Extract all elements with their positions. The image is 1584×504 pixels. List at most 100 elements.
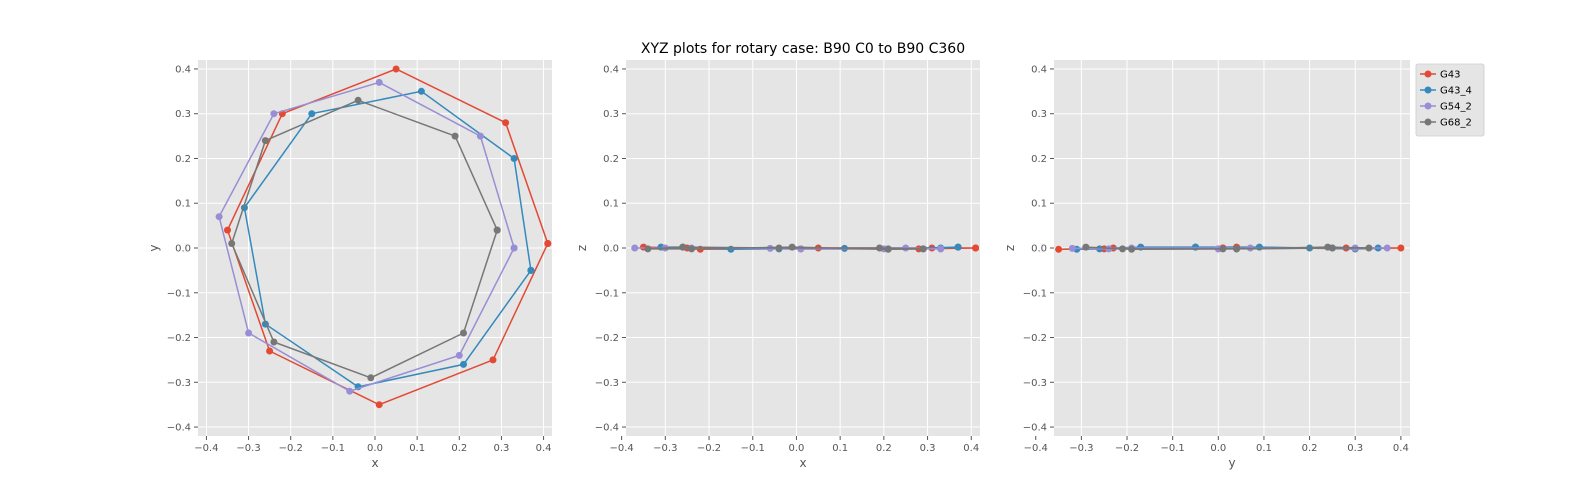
- x-tick-label: −0.4: [194, 443, 218, 454]
- data-point: [460, 360, 467, 368]
- data-point: [245, 329, 253, 337]
- data-point: [354, 96, 362, 104]
- x-tick-label: −0.4: [1024, 443, 1048, 454]
- legend-entry: G54_2: [1420, 102, 1472, 113]
- x-axis-label: x: [371, 456, 378, 470]
- data-point: [1119, 245, 1126, 253]
- x-tick-label: −0.1: [741, 443, 765, 454]
- data-point: [1128, 245, 1136, 253]
- y-tick-label: 0.4: [1031, 64, 1047, 75]
- data-point: [266, 347, 274, 355]
- y-tick-label: −0.1: [595, 288, 619, 299]
- data-point: [346, 387, 354, 395]
- data-point: [1397, 244, 1405, 252]
- legend-entry: G43_4: [1420, 86, 1472, 97]
- x-tick-label: 0.0: [788, 443, 804, 454]
- subplot-xy: −0.4 −0.3 −0.2 −0.1 0.0 0.1 0.2 0.3 0.4 −0.4 −0.3 −…: [147, 60, 552, 470]
- data-point: [876, 244, 883, 252]
- x-tick-label: −0.1: [1161, 443, 1185, 454]
- y-tick-label: −0.3: [167, 378, 191, 389]
- data-point: [631, 244, 639, 252]
- legend-marker: [1424, 118, 1432, 126]
- x-tick-label: 0.2: [876, 443, 892, 454]
- legend-label: G54_2: [1440, 102, 1472, 113]
- series-g68-2: [228, 96, 501, 382]
- legend-marker: [1424, 70, 1432, 78]
- legend-label: G43_4: [1440, 86, 1472, 97]
- x-tick-label: −0.3: [653, 443, 677, 454]
- data-point: [1233, 245, 1241, 253]
- x-tick-label: 0.4: [963, 443, 979, 454]
- x-tick-label: 0.0: [1210, 443, 1226, 454]
- x-tick-label: −0.3: [236, 443, 260, 454]
- y-tick-label: 0.2: [1031, 154, 1047, 165]
- legend: G43 G43_4 G54_2 G68_2: [1415, 63, 1485, 137]
- data-point: [954, 243, 962, 251]
- legend-label: G68_2: [1440, 118, 1472, 129]
- data-point: [1383, 244, 1391, 252]
- y-tick-label: −0.4: [167, 423, 191, 434]
- x-tick-label: −0.4: [609, 443, 633, 454]
- data-point: [228, 240, 236, 247]
- y-tick-label: −0.4: [1023, 423, 1047, 434]
- x-axis-label: x: [799, 456, 806, 470]
- data-point: [1255, 243, 1263, 251]
- series-g54-2: [215, 78, 518, 395]
- data-point: [270, 338, 278, 346]
- legend-marker: [1424, 102, 1432, 110]
- data-point: [476, 132, 484, 140]
- y-tick-label: −0.2: [1023, 333, 1047, 344]
- y-tick-label: 0.1: [175, 199, 191, 210]
- series-g68-2: [1082, 243, 1373, 253]
- y-tick-label: 0.0: [175, 244, 191, 255]
- y-tick-label: 0.0: [603, 244, 619, 255]
- data-point: [367, 374, 375, 382]
- x-tick-label: 0.1: [832, 443, 848, 454]
- legend-entry: G68_2: [1420, 118, 1472, 129]
- data-point: [644, 245, 652, 253]
- y-tick-label: 0.0: [1031, 244, 1047, 255]
- series-g68-2: [644, 243, 927, 253]
- data-point: [972, 244, 980, 252]
- series-g43: [224, 65, 552, 409]
- y-tick-label: −0.2: [167, 333, 191, 344]
- data-point: [527, 266, 535, 274]
- data-point: [375, 401, 383, 409]
- data-point: [1365, 244, 1373, 252]
- y-tick-label: −0.3: [595, 378, 619, 389]
- data-point: [392, 65, 400, 73]
- y-tick-label: 0.3: [175, 109, 191, 120]
- x-tick-label: −0.2: [697, 443, 721, 454]
- chart-title: XYZ plots for rotary case: B90 C0 to B90…: [641, 41, 965, 57]
- x-tick-label: 0.3: [1347, 443, 1363, 454]
- data-point: [502, 119, 510, 127]
- x-tick-label: −0.1: [321, 443, 345, 454]
- data-point: [937, 245, 945, 253]
- data-point: [451, 132, 459, 140]
- data-point: [1219, 245, 1227, 253]
- data-point: [375, 78, 383, 86]
- data-point: [489, 356, 497, 364]
- legend-box: [1415, 63, 1485, 137]
- y-tick-label: −0.4: [595, 423, 619, 434]
- plots: −0.4 −0.3 −0.2 −0.1 0.0 0.1 0.2 0.3 0.4 −0.4 −0.3 −…: [147, 60, 1410, 470]
- y-tick-label: 0.2: [603, 154, 619, 165]
- data-point: [1068, 244, 1076, 252]
- data-point: [510, 155, 518, 162]
- y-tick-label: 0.2: [175, 154, 191, 165]
- x-tick-label: 0.2: [1302, 443, 1318, 454]
- y-tick-label: 0.3: [1031, 109, 1047, 120]
- x-tick-label: 0.1: [409, 443, 425, 454]
- data-point: [1324, 243, 1332, 251]
- y-tick-label: −0.1: [1023, 288, 1047, 299]
- x-tick-label: 0.1: [1256, 443, 1272, 454]
- data-point: [544, 240, 552, 247]
- data-point: [460, 329, 467, 337]
- data-point: [270, 110, 278, 118]
- x-tick-label: 0.3: [920, 443, 936, 454]
- y-tick-label: 0.4: [175, 64, 191, 75]
- data-point: [1055, 245, 1063, 253]
- subplot-yz: −0.4 −0.3 −0.2 −0.1 0.0 0.1 0.2 0.3 0.4 −0.4 −0.3 −…: [1003, 60, 1410, 470]
- data-point: [455, 351, 463, 359]
